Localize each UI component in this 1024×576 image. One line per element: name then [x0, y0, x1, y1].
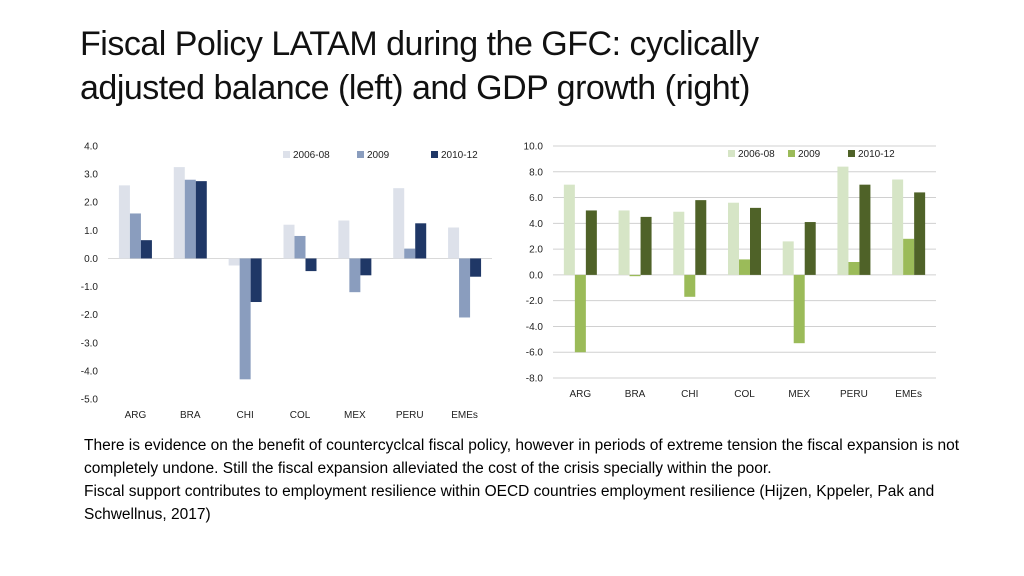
legend-label: 2006-08	[293, 150, 330, 161]
y-tick-label: 2.0	[84, 198, 98, 209]
legend-label: 2009	[367, 150, 390, 161]
bar	[338, 220, 350, 259]
y-tick-label: -1.0	[81, 282, 99, 293]
y-tick-label: 1.0	[84, 226, 98, 237]
bar	[305, 258, 317, 272]
category-label: COL	[290, 410, 311, 421]
bar	[239, 258, 251, 380]
legend-swatch	[283, 151, 290, 158]
y-tick-label: -3.0	[81, 338, 99, 349]
category-label: EMEs	[451, 410, 478, 421]
category-label: CHI	[237, 410, 254, 421]
category-label: BRA	[180, 410, 201, 421]
y-tick-label: -2.0	[81, 310, 99, 321]
y-tick-label: 4.0	[84, 142, 98, 153]
bar	[360, 258, 372, 276]
category-label: PERU	[396, 410, 424, 421]
title-line-2: adjusted balance (left) and GDP growth (…	[80, 69, 750, 107]
bar	[195, 181, 207, 259]
bar	[393, 188, 405, 259]
y-tick-label: 0.0	[84, 254, 98, 265]
bar	[349, 258, 361, 293]
bar	[459, 258, 471, 318]
paragraph-2: Fiscal support contributes to employment…	[84, 483, 935, 523]
bar	[118, 185, 130, 259]
bar	[470, 258, 482, 277]
bar	[173, 167, 185, 259]
bar	[129, 213, 141, 259]
legend-swatch	[431, 151, 438, 158]
category-label: MEX	[344, 410, 366, 421]
body-text: There is evidence on the benefit of coun…	[84, 434, 964, 526]
bar	[404, 248, 416, 259]
title-line-1: Fiscal Policy LATAM during the GFC: cycl…	[80, 25, 759, 63]
category-label: ARG	[125, 410, 147, 421]
bar	[448, 227, 460, 259]
bar	[283, 224, 295, 259]
y-tick-label: 3.0	[84, 170, 98, 181]
bar	[415, 223, 427, 259]
bar	[228, 258, 240, 266]
bar	[184, 179, 196, 259]
legend-swatch	[357, 151, 364, 158]
bar	[140, 240, 152, 259]
y-tick-label: -5.0	[81, 395, 99, 406]
bar	[294, 235, 306, 259]
paragraph-1: There is evidence on the benefit of coun…	[84, 437, 960, 477]
legend-label: 2010-12	[441, 150, 478, 161]
y-tick-label: -4.0	[81, 366, 99, 377]
slide-title: Fiscal Policy LATAM during the GFC: cycl…	[80, 22, 980, 110]
bar	[250, 258, 262, 303]
